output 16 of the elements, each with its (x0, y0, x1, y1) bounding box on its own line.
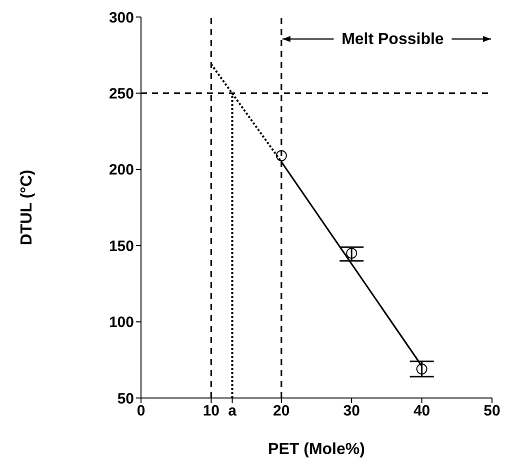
y-tick-label: 150 (108, 238, 134, 255)
x-tick-label: 40 (413, 402, 430, 420)
y-axis-title: DTUL (°C) (18, 170, 36, 246)
annotation: Melt Possible (342, 31, 444, 48)
x-tick-label: 20 (273, 402, 290, 420)
y-tick-label: 250 (108, 86, 134, 103)
x-axis-title: PET (Mole%) (268, 441, 365, 458)
y-tick-label: 300 (108, 9, 134, 26)
x-tick-label: 10 (202, 402, 220, 420)
x-tick-label: 0 (136, 402, 146, 420)
x-tick-label: 50 (484, 402, 500, 420)
y-tick-label: 200 (108, 162, 134, 179)
y-tick-label: 50 (117, 390, 134, 408)
x-tick-label: 30 (343, 402, 360, 420)
y-tick-label: 100 (108, 314, 134, 332)
x-tick-label: a (228, 402, 238, 420)
